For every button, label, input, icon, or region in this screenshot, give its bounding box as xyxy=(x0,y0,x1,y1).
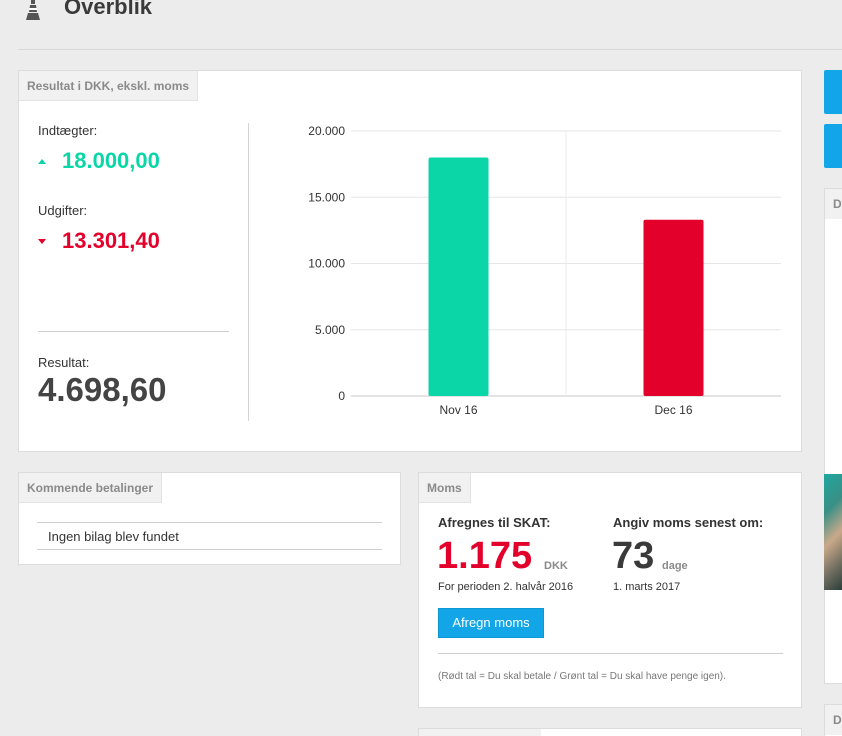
list-item: Ingen bilag blev fundet xyxy=(37,522,382,550)
bar-dec-16[interactable] xyxy=(643,219,704,396)
afregnes-period: For perioden 2. halvår 2016 xyxy=(438,581,574,593)
divider xyxy=(438,653,783,654)
side-action-button[interactable] xyxy=(824,70,842,114)
afregn-moms-button[interactable]: Afregn moms xyxy=(438,608,544,638)
side-panel-tab[interactable]: D xyxy=(825,189,842,219)
resultat-panel: Resultat i DKK, ekskl. moms Indtægter: 1… xyxy=(18,70,802,452)
angiv-unit: dage xyxy=(662,560,688,572)
side-panel: D xyxy=(824,704,842,736)
expense-value: 13.301,40 xyxy=(62,228,160,253)
bottom-panel xyxy=(418,728,802,736)
result-value: 4.698,60 xyxy=(38,371,167,408)
lighthouse-icon xyxy=(26,0,40,20)
divider xyxy=(38,331,229,332)
income-value: 18.000,00 xyxy=(62,148,160,173)
moms-tab[interactable]: Moms xyxy=(419,473,471,503)
angiv-date: 1. marts 2017 xyxy=(613,581,681,593)
y-tick-label: 0 xyxy=(338,389,345,403)
kommende-panel: Kommende betalinger Ingen bilag blev fun… xyxy=(18,472,401,565)
bottom-panel-tab[interactable] xyxy=(419,729,541,736)
arrow-up-icon xyxy=(38,159,46,164)
result-label: Resultat: xyxy=(38,355,90,370)
side-action-button[interactable] xyxy=(824,124,842,168)
expense-label: Udgifter: xyxy=(38,203,88,218)
afregnes-unit: DKK xyxy=(544,560,568,572)
angiv-label: Angiv moms senest om: xyxy=(613,515,764,530)
page-title: Overblik xyxy=(64,0,153,19)
x-tick-label: Nov 16 xyxy=(439,403,477,417)
y-tick-label: 15.000 xyxy=(308,190,345,204)
angiv-value: 73 xyxy=(612,535,655,577)
kommende-tab[interactable]: Kommende betalinger xyxy=(19,473,163,503)
side-panel-tab[interactable]: D xyxy=(825,705,842,735)
resultat-tab[interactable]: Resultat i DKK, ekskl. moms xyxy=(19,71,199,101)
moms-panel: Moms Afregnes til SKAT: 1.175 DKK For pe… xyxy=(418,472,802,708)
income-label: Indtægter: xyxy=(38,123,98,138)
moms-note: (Rødt tal = Du skal betale / Grønt tal =… xyxy=(438,671,726,682)
afregnes-value: 1.175 xyxy=(437,535,533,577)
y-tick-label: 20.000 xyxy=(308,124,345,138)
vertical-divider xyxy=(248,123,249,421)
bar-nov-16[interactable] xyxy=(428,157,489,397)
arrow-down-icon xyxy=(38,239,46,244)
result-chart: 0 5.000 10.000 15.000 20.000 Nov 16 Dec 16 xyxy=(308,124,781,417)
x-tick-label: Dec 16 xyxy=(654,403,692,417)
page-header: Overblik xyxy=(18,0,842,50)
y-tick-label: 10.000 xyxy=(308,257,345,271)
y-tick-label: 5.000 xyxy=(315,323,345,337)
afregnes-label: Afregnes til SKAT: xyxy=(438,515,551,530)
side-photo xyxy=(824,474,842,590)
side-panel: D xyxy=(824,188,842,684)
